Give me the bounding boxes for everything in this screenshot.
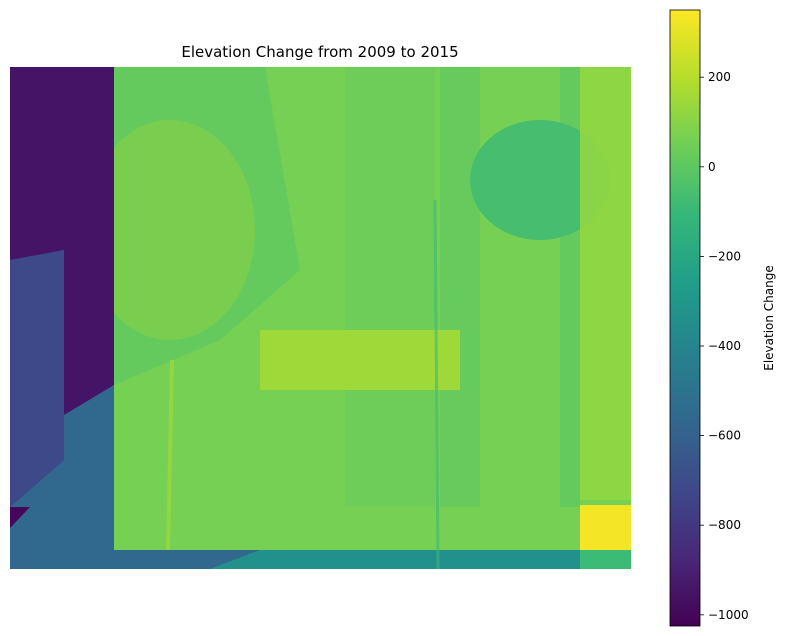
region-diagonal-wedge — [114, 67, 300, 385]
heatmap — [10, 67, 631, 569]
colorbar: 200 0 −200 −400 −600 −800 −1000 Elevation Chan… — [669, 9, 776, 627]
region-right-edge-band — [580, 67, 631, 500]
chart-title: Elevation Change from 2009 to 2015 — [181, 43, 458, 61]
region-upper-right-cool-patch — [470, 120, 610, 240]
colorbar-tick-label: −600 — [708, 429, 741, 443]
colorbar-tick-label: −400 — [708, 339, 741, 353]
colorbar-tick-label: 200 — [708, 70, 731, 84]
colorbar-body — [669, 9, 701, 627]
streak — [166, 359, 174, 551]
band-vertical — [345, 67, 435, 550]
region-left-diagonal-ramp — [10, 385, 114, 507]
colorbar-tick-label: −1000 — [708, 608, 749, 622]
region-main-field-lower — [114, 507, 580, 550]
region-bottom-left-corner — [10, 507, 30, 528]
colorbar-ticks: 200 0 −200 −400 −600 −800 −1000 — [700, 70, 749, 622]
region-left-lower-diagonal — [10, 250, 64, 507]
region-bottom-right-corner-bright — [580, 505, 631, 550]
region-central-ridge — [260, 330, 460, 390]
colorbar-tick-label: −200 — [708, 249, 741, 263]
colorbar-tick-label: −800 — [708, 518, 741, 532]
colorbar-label: Elevation Change — [762, 265, 776, 371]
colorbar-tick-label: 0 — [708, 160, 716, 174]
region-bottom-right-strip — [580, 550, 631, 569]
streak — [433, 199, 440, 569]
band-vertical — [440, 67, 480, 550]
region-bottom-band-middle — [210, 550, 580, 569]
